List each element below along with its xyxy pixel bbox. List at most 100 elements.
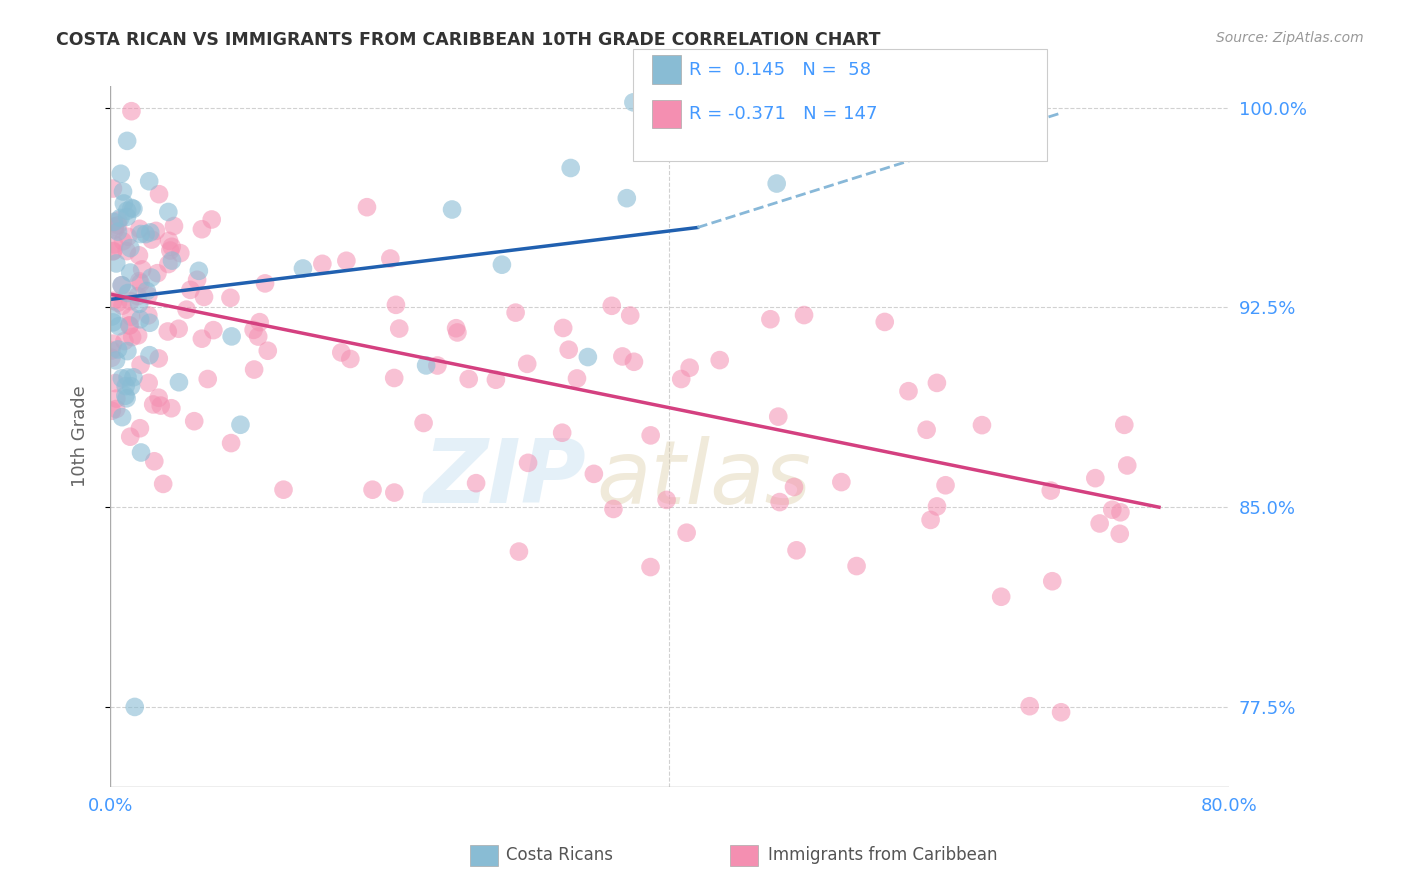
Point <box>127 289 149 303</box>
Point <box>247 329 270 343</box>
Point <box>124 700 146 714</box>
Point <box>105 402 128 417</box>
Point <box>111 299 134 313</box>
Point <box>793 308 815 322</box>
Point <box>623 355 645 369</box>
Point <box>783 480 806 494</box>
Text: Source: ZipAtlas.com: Source: ZipAtlas.com <box>1216 31 1364 45</box>
Point <box>138 174 160 188</box>
Point <box>148 391 170 405</box>
Point <box>600 299 623 313</box>
Point <box>382 485 405 500</box>
Point <box>602 502 624 516</box>
Point <box>114 379 136 393</box>
Point <box>129 445 152 459</box>
Point <box>197 372 219 386</box>
Point <box>115 244 138 259</box>
Point <box>426 359 449 373</box>
Point <box>138 316 160 330</box>
Point <box>101 181 124 195</box>
Point <box>128 222 150 236</box>
Point <box>101 336 124 351</box>
Point <box>120 241 142 255</box>
Point <box>243 362 266 376</box>
Text: R =  0.145   N =  58: R = 0.145 N = 58 <box>689 61 870 78</box>
Point <box>117 285 139 300</box>
Point <box>104 222 127 236</box>
Point <box>118 318 141 333</box>
Point <box>990 590 1012 604</box>
Point <box>457 372 479 386</box>
Point <box>120 266 142 280</box>
Point <box>655 492 678 507</box>
Text: COSTA RICAN VS IMMIGRANTS FROM CARIBBEAN 10TH GRADE CORRELATION CHART: COSTA RICAN VS IMMIGRANTS FROM CARIBBEAN… <box>56 31 880 49</box>
Point <box>167 322 190 336</box>
Point <box>553 321 575 335</box>
Point <box>179 283 201 297</box>
Point <box>640 560 662 574</box>
Point <box>925 500 948 514</box>
Point <box>242 323 264 337</box>
Point <box>361 483 384 497</box>
Point <box>141 233 163 247</box>
Point <box>129 227 152 241</box>
Point <box>491 258 513 272</box>
Point <box>187 264 209 278</box>
Point <box>157 205 180 219</box>
Point <box>193 290 215 304</box>
Text: Costa Ricans: Costa Ricans <box>506 847 613 864</box>
Point <box>128 274 150 288</box>
Point <box>249 315 271 329</box>
Point <box>100 343 122 358</box>
Point <box>446 326 468 340</box>
Point <box>122 202 145 216</box>
Point <box>897 384 920 399</box>
Point <box>120 379 142 393</box>
Point <box>101 244 124 258</box>
Point <box>156 325 179 339</box>
Point <box>163 219 186 233</box>
Text: Immigrants from Caribbean: Immigrants from Caribbean <box>768 847 997 864</box>
Point <box>505 305 527 319</box>
Point <box>129 276 152 290</box>
Point <box>517 456 540 470</box>
Point <box>114 389 136 403</box>
Point <box>135 284 157 298</box>
Point <box>671 372 693 386</box>
Point <box>330 345 353 359</box>
Point <box>1109 505 1132 519</box>
Point <box>129 421 152 435</box>
Point <box>120 310 142 324</box>
Point <box>101 315 124 329</box>
Point <box>560 161 582 175</box>
Point <box>114 334 136 348</box>
Point <box>148 187 170 202</box>
Point <box>508 544 530 558</box>
Point <box>117 370 139 384</box>
Point <box>565 371 588 385</box>
Point <box>157 234 180 248</box>
Point <box>191 222 214 236</box>
Point <box>107 343 129 357</box>
Point <box>621 95 644 110</box>
Point <box>118 318 141 333</box>
Point <box>576 350 599 364</box>
Point <box>149 399 172 413</box>
Point <box>120 430 142 444</box>
Point <box>183 414 205 428</box>
Point <box>141 270 163 285</box>
Point <box>105 256 128 270</box>
Point <box>679 360 702 375</box>
Point <box>920 513 942 527</box>
Point <box>385 298 408 312</box>
Point <box>485 373 508 387</box>
Point <box>191 332 214 346</box>
Point <box>115 203 138 218</box>
Point <box>167 376 190 390</box>
Point <box>769 495 792 509</box>
Point <box>145 224 167 238</box>
Point <box>115 392 138 406</box>
Point <box>129 312 152 326</box>
Point <box>138 348 160 362</box>
Point <box>148 351 170 366</box>
